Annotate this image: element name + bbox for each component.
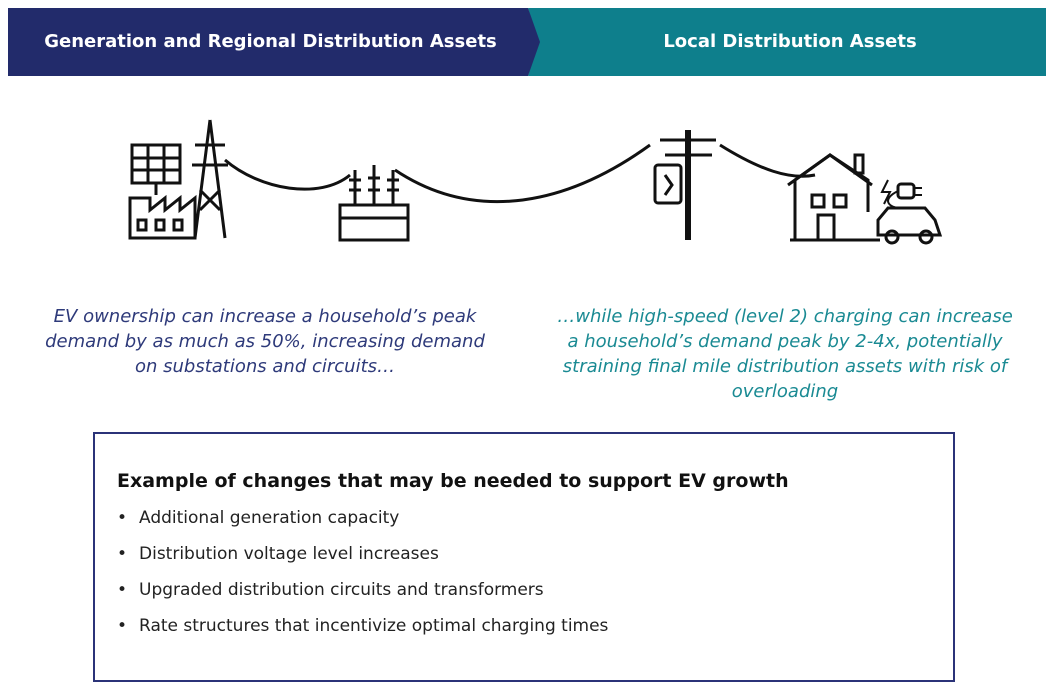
tower-icon: [192, 119, 228, 239]
changes-box: Example of changes that may be needed to…: [93, 432, 955, 682]
item-text: Upgraded distribution circuits and trans…: [139, 580, 544, 600]
header-right-bg: [528, 8, 1046, 76]
utility-pole-icon: [653, 130, 716, 240]
header-right: Local Distribution Assets: [663, 31, 917, 52]
wire: [719, 143, 816, 178]
box-title: Example of changes that may be needed to…: [117, 470, 789, 492]
list-item: • Distribution voltage level increases: [117, 544, 439, 564]
substation-icon: [338, 165, 410, 242]
wire: [224, 158, 351, 191]
caption-line: straining final mile distribution assets…: [562, 356, 1008, 377]
list-item: • Upgraded distribution circuits and tran…: [117, 580, 544, 600]
wire: [394, 143, 651, 204]
header-left-bg: [8, 8, 540, 76]
caption-line: …while high-speed (level 2) charging can…: [557, 306, 1013, 327]
caption-line: EV ownership can increase a household’s …: [53, 306, 477, 327]
list-item: • Additional generation capacity: [117, 508, 400, 528]
header-left: Generation and Regional Distribution Ass…: [44, 31, 497, 52]
item-text: Additional generation capacity: [139, 508, 400, 528]
caption-line: overloading: [731, 381, 839, 402]
house-icon: [787, 153, 880, 242]
factory-icon: [128, 194, 197, 240]
ev-car-icon: [876, 179, 943, 245]
caption-left: EV ownership can increase a household’s …: [15, 304, 515, 379]
item-text: Rate structures that incentivize optimal…: [139, 616, 609, 636]
changes-list: • Additional generation capacity • Distrib…: [117, 506, 608, 650]
caption-line: demand by as much as 50%, increasing dem…: [45, 331, 485, 352]
item-text: Distribution voltage level increases: [139, 544, 439, 564]
caption-line: on substations and circuits…: [134, 356, 396, 377]
page: Generation and Regional Distribution Ass…: [8, 8, 1046, 682]
header-bar: [8, 8, 1046, 76]
illustration: [128, 119, 943, 245]
caption-line: a household’s demand peak by 2-4x, poten…: [567, 331, 1003, 352]
list-item: • Rate structures that incentivize optima…: [117, 616, 609, 636]
caption-right: …while high-speed (level 2) charging can…: [530, 304, 1040, 404]
solar-panel-icon: [130, 143, 182, 195]
